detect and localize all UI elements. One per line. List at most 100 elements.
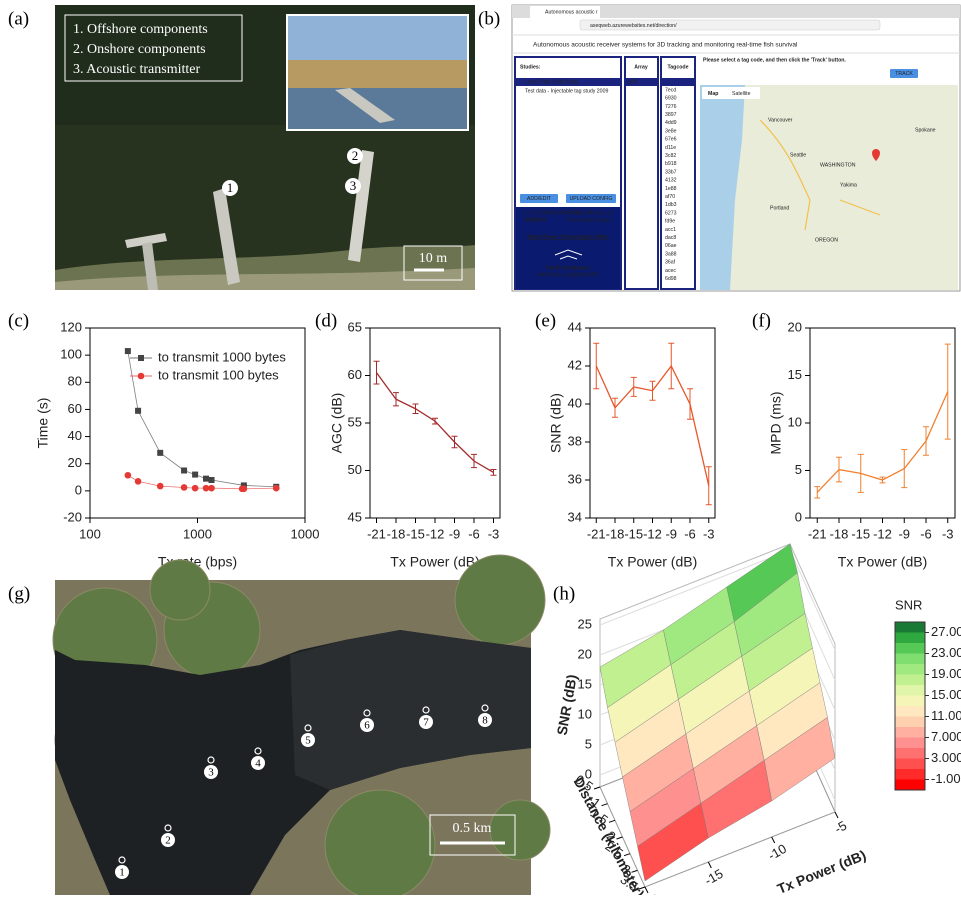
y-tick: [594, 787, 600, 789]
tagcode-item: 4132: [665, 178, 677, 184]
marker-label: 4: [255, 758, 261, 770]
marker-label: 2: [352, 148, 359, 163]
panel-label: (d): [315, 310, 337, 331]
data-point: [125, 348, 131, 354]
x-tick-label: -9: [665, 526, 677, 541]
marker-label: 5: [305, 735, 311, 747]
legend-text: 1. Offshore components: [73, 22, 208, 37]
y-tick-label: 10: [788, 414, 802, 429]
tagcode-item: 7ecd: [665, 87, 676, 93]
x-tick-label: -3: [488, 526, 500, 541]
error-bar: [393, 393, 399, 406]
y-tick-label: 44: [568, 319, 582, 334]
decoration: [455, 555, 545, 645]
map-tab[interactable]: Satellite: [732, 91, 751, 97]
x-tick-label: -9: [449, 526, 461, 541]
x-tick-label: -21: [808, 526, 827, 541]
error-bar: [612, 398, 618, 417]
decoration: [288, 60, 467, 90]
x-tick-label: 100: [79, 526, 101, 541]
study-item: Levey Park Field Study: [525, 79, 579, 85]
colorbar-tick-label: 19.00: [931, 666, 961, 681]
legend-text: 2. Onshore components: [73, 42, 206, 57]
page: { "panel_labels": ["(a)", "(b)", "(c)", …: [0, 0, 961, 895]
x-tick-label: -15: [406, 526, 425, 541]
legend-marker: [138, 355, 144, 361]
x-tick-label: -9: [898, 526, 910, 541]
legend-label: to transmit 1000 bytes: [158, 349, 286, 364]
x-axis-label: Tx Power (dB): [390, 554, 479, 570]
x-axis-label: Tx Power (dB): [838, 554, 927, 570]
y-tick: [602, 804, 608, 806]
tagcode-item: 1db3: [665, 202, 677, 208]
y-tick-label: 34: [568, 509, 582, 524]
data-point: [203, 476, 209, 482]
y-tick-label: 5: [795, 462, 802, 477]
colorbar-band: [895, 696, 925, 707]
error-bar: [413, 404, 419, 414]
y-tick-label: 40: [68, 428, 82, 443]
colorbar-band: [895, 738, 925, 749]
y-tick-label: 36: [568, 471, 582, 486]
marker-label: 8: [482, 715, 488, 727]
z-tick-label: 20: [578, 646, 592, 661]
decoration: [625, 57, 658, 289]
panel-label: (h): [553, 583, 575, 604]
data-point: [157, 450, 163, 456]
x-tick-label: -5: [832, 818, 850, 837]
z-tick-label: 5: [585, 736, 592, 751]
page-title: Autonomous acoustic receiver systems for…: [533, 42, 798, 49]
tagcode-item: b918: [665, 161, 677, 167]
y-axis-label: MPD (ms): [768, 392, 784, 455]
legend-label: to transmit 100 bytes: [158, 367, 279, 382]
colorbar-band: [895, 622, 925, 633]
figure: 1. Offshore components 2. Onshore compone…: [0, 0, 961, 895]
error-bar: [471, 454, 477, 467]
x-tick: [708, 862, 711, 868]
tagcode-item: 4dd9: [665, 120, 677, 126]
marker-label: 3: [350, 178, 357, 193]
legend-text: 3. Acoustic transmitter: [73, 62, 200, 77]
tagcode-item: d11e: [665, 145, 676, 151]
map-label: Seattle: [790, 152, 806, 158]
tagcode-item: 3c82: [665, 153, 676, 159]
data-point: [125, 472, 132, 479]
marker-label: 7: [423, 717, 429, 729]
error-bar: [452, 436, 458, 447]
data-point: [135, 408, 141, 414]
y-tick-label: 80: [68, 374, 82, 389]
map-tab[interactable]: Map: [708, 91, 718, 97]
tagcode-item: 36af: [665, 260, 676, 266]
decoration: [662, 78, 694, 86]
tagcode-item: 67e6: [665, 137, 677, 143]
tagcode-item: 33b7: [665, 169, 677, 175]
doe-text: Energy Efficiency &: [567, 210, 612, 216]
decoration: [490, 800, 550, 860]
colorbar-band: [895, 643, 925, 654]
tab-title: Autonomous acoustic r: [545, 9, 598, 15]
pnnl-text: Pacific Northwest: [546, 265, 590, 271]
study-item: Test data - Injectable tag study 2009: [525, 88, 608, 94]
marker-label: 1: [119, 867, 125, 879]
y-tick-label: 120: [60, 319, 82, 334]
colorbar-band: [895, 769, 925, 780]
map-label: Spokane: [915, 127, 936, 133]
panel-label: (f): [752, 310, 771, 331]
colorbar-tick-label: -1.000: [931, 771, 961, 786]
data-point: [208, 485, 215, 492]
panel-label: (a): [8, 8, 29, 29]
data-point: [181, 484, 188, 491]
x-tick-label: -18: [830, 526, 849, 541]
button-label: ADD/EDIT: [527, 196, 552, 202]
tagcode-item: acc1: [665, 227, 676, 233]
y-tick-label: 100: [60, 347, 82, 362]
tagcode-item: 6d98: [665, 276, 677, 282]
tagcode-item: 6273: [665, 210, 677, 216]
y-tick-label: -20: [63, 509, 82, 524]
y-axis-label: SNR (dB): [548, 393, 564, 453]
error-bar: [491, 470, 497, 476]
error-bar: [923, 427, 929, 456]
pnnl-text: NATIONAL LABORATORY: [537, 272, 599, 278]
marker-label: 6: [364, 720, 370, 732]
error-bar: [706, 467, 712, 505]
